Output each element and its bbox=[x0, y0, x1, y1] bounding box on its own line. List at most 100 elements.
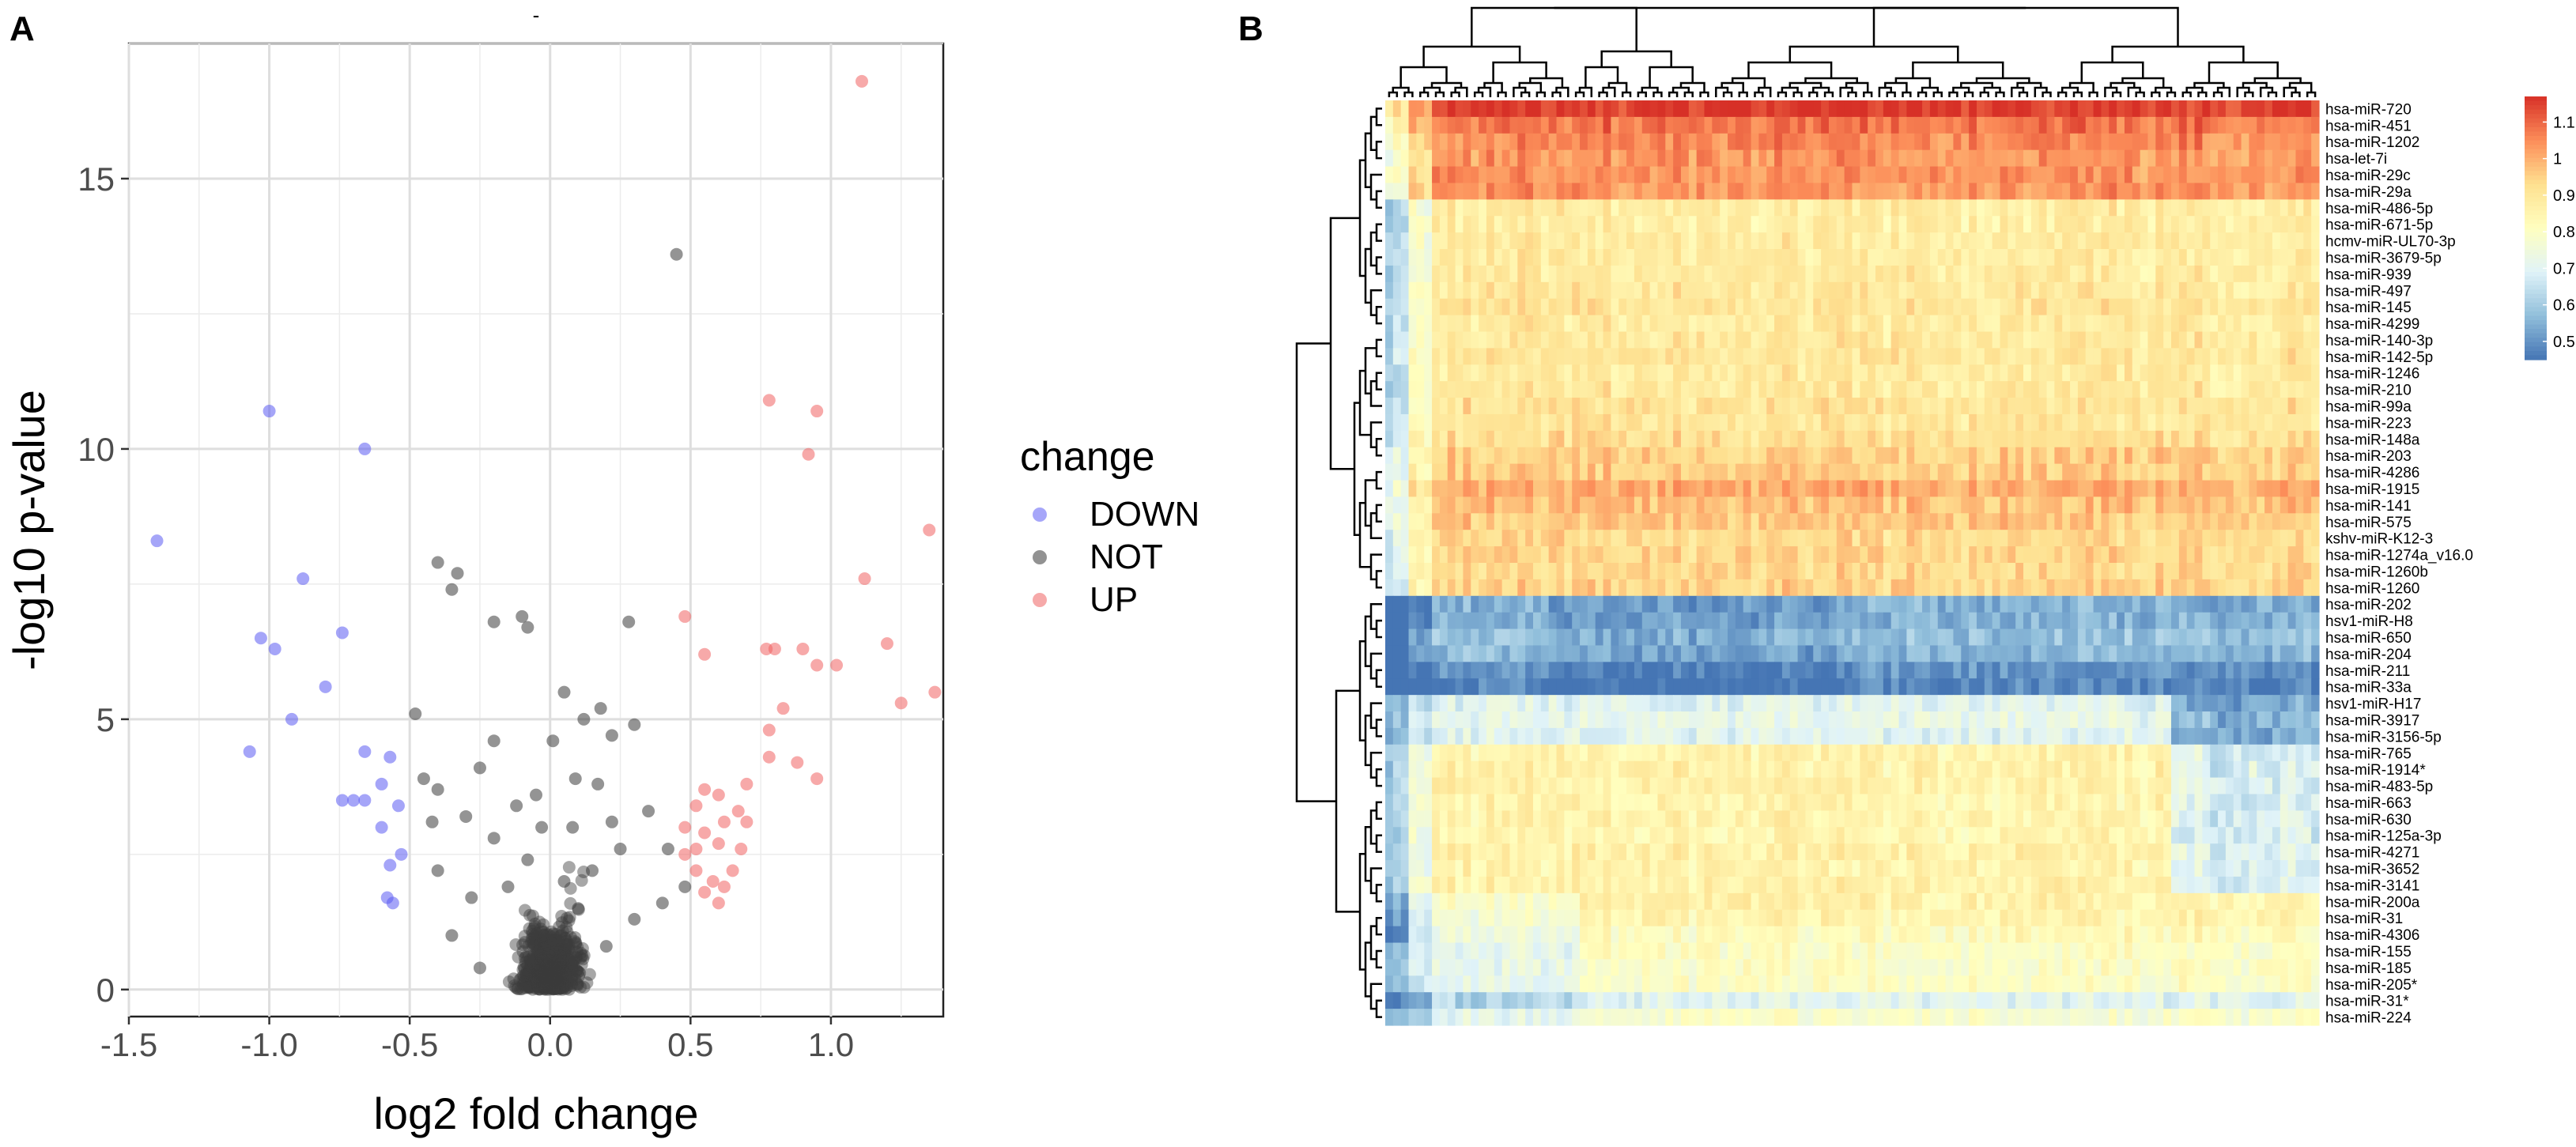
heatmap-cell bbox=[1953, 100, 1962, 118]
heatmap-cell bbox=[1424, 496, 1433, 514]
heatmap-cell bbox=[1408, 579, 1417, 597]
heatmap-cell bbox=[2054, 662, 2063, 679]
point-not bbox=[539, 966, 553, 979]
heatmap-cell bbox=[1906, 216, 1915, 233]
heatmap-cell bbox=[2085, 364, 2094, 382]
heatmap-cell bbox=[1572, 232, 1581, 250]
heatmap-cell bbox=[1408, 447, 1417, 465]
heatmap-cell bbox=[1781, 183, 1791, 200]
heatmap-cell bbox=[1463, 463, 1471, 481]
heatmap-cell bbox=[2241, 116, 2250, 134]
heatmap-cell bbox=[1424, 116, 1433, 134]
heatmap-cell bbox=[1486, 628, 1495, 647]
heatmap-cell bbox=[1914, 348, 1923, 365]
heatmap-cell bbox=[1937, 430, 1947, 448]
heatmap-cell bbox=[1432, 216, 1441, 233]
point-not bbox=[546, 940, 560, 953]
heatmap-cell bbox=[1595, 496, 1604, 514]
heatmap-cell bbox=[2264, 331, 2273, 349]
heatmap-cell bbox=[2272, 281, 2281, 300]
heatmap-cell bbox=[1665, 447, 1674, 465]
heatmap-cell bbox=[1914, 199, 1923, 217]
heatmap-cell bbox=[1564, 430, 1573, 448]
heatmap-cell bbox=[1595, 364, 1604, 382]
heatmap-cell bbox=[2070, 530, 2079, 547]
heatmap-cell bbox=[1781, 100, 1791, 118]
heatmap-cell bbox=[1735, 530, 1744, 547]
heatmap-cell bbox=[1797, 628, 1807, 647]
heatmap-cell bbox=[2186, 216, 2196, 233]
heatmap-cell bbox=[1844, 579, 1853, 597]
heatmap-cell bbox=[2210, 563, 2219, 580]
heatmap-cell bbox=[2249, 315, 2257, 333]
heatmap-cell bbox=[1595, 315, 1604, 333]
heatmap-cell bbox=[1509, 413, 1518, 432]
heatmap-cell bbox=[1439, 447, 1449, 465]
heatmap-cell bbox=[1766, 579, 1775, 597]
heatmap-cell bbox=[2062, 447, 2071, 465]
heatmap-cell bbox=[1580, 480, 1588, 498]
heatmap-cell bbox=[1392, 579, 1402, 597]
heatmap-cell bbox=[2132, 513, 2141, 530]
grid bbox=[127, 43, 943, 1017]
heatmap-cell bbox=[1751, 100, 1759, 118]
heatmap-cell bbox=[1595, 381, 1604, 398]
point-not bbox=[528, 920, 542, 934]
heatmap-cell bbox=[1400, 662, 1410, 679]
heatmap-cell bbox=[1969, 265, 1977, 283]
heatmap-cell bbox=[1432, 413, 1441, 432]
heatmap-cell bbox=[1844, 281, 1853, 300]
heatmap-cell bbox=[2109, 398, 2117, 415]
heatmap-cell bbox=[1813, 364, 1822, 382]
heatmap-cell bbox=[1548, 413, 1558, 432]
heatmap-cell bbox=[1626, 100, 1635, 118]
heatmap-cell bbox=[1720, 447, 1728, 465]
heatmap-cell bbox=[2023, 579, 2032, 597]
legend-label-down: DOWN bbox=[1090, 495, 1199, 534]
legend-title: change bbox=[1020, 434, 1155, 480]
heatmap-cell bbox=[1532, 265, 1542, 283]
heatmap-cell bbox=[2038, 265, 2048, 283]
heatmap-cell bbox=[2287, 166, 2297, 184]
heatmap-cell bbox=[1618, 513, 1627, 530]
heatmap-cell bbox=[1766, 530, 1775, 547]
heatmap-cell bbox=[2085, 232, 2094, 250]
point-not bbox=[542, 981, 556, 994]
heatmap-cell bbox=[1813, 662, 1822, 679]
heatmap-cell bbox=[2295, 381, 2304, 398]
heatmap-cell bbox=[1906, 413, 1915, 432]
heatmap-cell bbox=[1914, 628, 1923, 647]
heatmap-cell bbox=[1883, 530, 1892, 547]
heatmap-cell bbox=[2218, 595, 2227, 613]
heatmap-cell bbox=[1665, 413, 1674, 432]
heatmap-cell bbox=[2295, 216, 2304, 233]
heatmap-cell bbox=[1758, 364, 1767, 382]
heatmap-cell bbox=[1961, 265, 1970, 283]
heatmap-cell bbox=[1836, 546, 1845, 564]
heatmap-cell bbox=[1774, 563, 1783, 580]
heatmap-cell bbox=[1509, 133, 1518, 151]
heatmap-cell bbox=[1471, 463, 1479, 481]
heatmap-cell bbox=[2077, 298, 2087, 316]
heatmap-cell bbox=[1929, 628, 1939, 647]
point-not bbox=[549, 948, 562, 961]
heatmap-cell bbox=[1992, 612, 2001, 630]
heatmap-cell bbox=[2054, 183, 2063, 200]
point-not bbox=[553, 958, 566, 972]
heatmap-cell bbox=[1805, 199, 1814, 217]
heatmap-cell bbox=[1797, 166, 1807, 184]
heatmap-cell bbox=[1805, 166, 1814, 184]
heatmap-cell bbox=[1875, 628, 1884, 647]
heatmap-cell bbox=[2249, 364, 2257, 382]
heatmap-cell bbox=[1447, 249, 1456, 266]
heatmap-cell bbox=[1844, 100, 1853, 118]
heatmap-cell bbox=[1712, 232, 1720, 250]
heatmap-cell bbox=[2257, 100, 2265, 118]
point-not bbox=[577, 980, 591, 994]
heatmap-cell bbox=[2272, 645, 2281, 662]
heatmap-cell bbox=[2077, 530, 2087, 547]
heatmap-cell bbox=[1463, 563, 1471, 580]
heatmap-cell bbox=[1992, 298, 2001, 316]
heatmap-cell bbox=[1937, 645, 1947, 662]
heatmap-cell bbox=[1548, 513, 1558, 530]
